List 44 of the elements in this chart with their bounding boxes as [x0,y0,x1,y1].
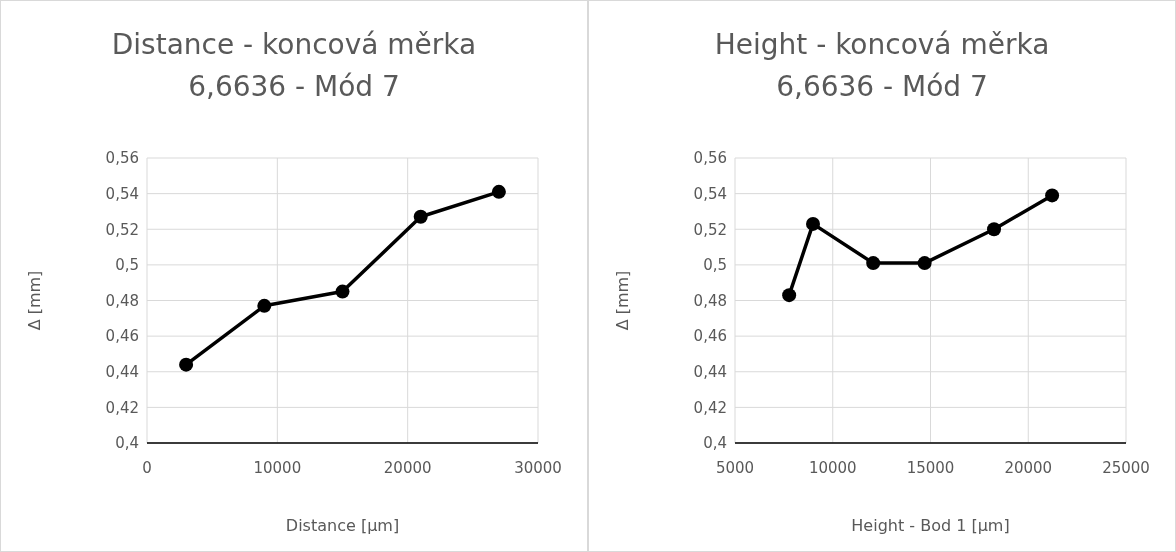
point [179,357,194,372]
x-tick-label: 0 [142,459,152,477]
point [806,216,821,231]
y-tick-label: 0,48 [693,291,727,310]
y-tick-label: 0,54 [693,184,727,203]
point [413,209,428,224]
x-tick-label: 5000 [715,459,755,477]
y-tick-label: 0,54 [105,184,139,203]
point [866,256,881,271]
x-tick-label: 10000 [808,459,857,477]
x-tick-label: 20000 [383,459,432,477]
y-tick-label: 0,4 [115,434,139,453]
y-tick-label: 0,44 [105,363,139,381]
y-tick-label: 0,5 [703,256,727,275]
y-tick-label: 0,48 [105,291,139,310]
chart-title: Distance - koncová měrka 6,6636 - Mód 7 [111,28,477,103]
y-tick-label: 0,46 [105,327,139,346]
x-tick-label: 30000 [514,459,562,477]
y-axis-title: Δ [mm] [613,270,632,331]
y-tick-label: 0,5 [115,256,139,275]
y-tick-label: 0,52 [105,220,139,239]
point [257,298,272,313]
point [1045,188,1060,203]
y-tick-label: 0,42 [105,398,139,417]
y-tick-label: 0,56 [693,149,727,168]
point [987,222,1002,237]
x-tick-label: 25000 [1102,459,1150,477]
x-tick-label: 20000 [1004,459,1053,477]
y-tick-label: 0,44 [693,363,727,381]
y-axis-title: Δ [mm] [25,270,44,331]
x-tick-label: 15000 [906,459,955,477]
chart-title: Height - koncová měrka 6,6636 - Mód 7 [714,28,1050,103]
y-tick-label: 0,46 [693,327,727,346]
y-tick-label: 0,42 [693,398,727,417]
x-tick-label: 10000 [253,459,302,477]
y-tick-label: 0,4 [703,434,727,453]
point [335,284,350,299]
point [782,288,797,303]
x-axis-title: Distance [µm] [285,516,400,535]
y-tick-label: 0,56 [105,149,139,168]
point [491,184,506,199]
y-tick-label: 0,52 [693,220,727,239]
point [917,256,932,271]
x-axis-title: Height - Bod 1 [µm] [851,516,1010,535]
